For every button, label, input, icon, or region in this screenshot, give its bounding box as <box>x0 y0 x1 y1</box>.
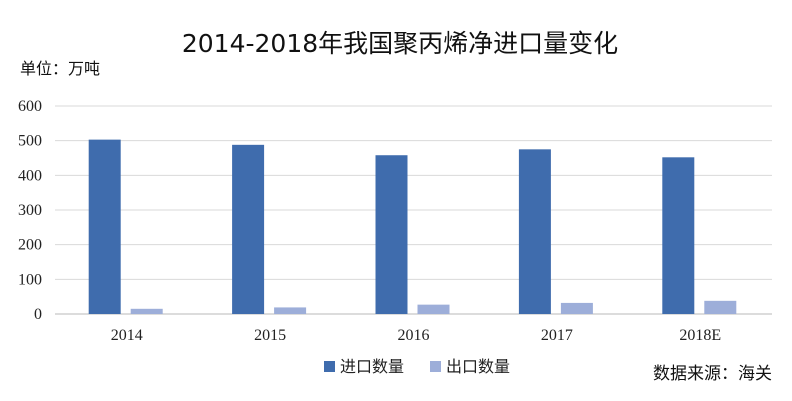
export-bar <box>417 304 450 314</box>
x-tick-label: 2017 <box>541 327 573 344</box>
export-bar <box>130 308 163 314</box>
gridlines <box>55 105 772 315</box>
x-tick-label: 2015 <box>254 327 286 344</box>
export-bar <box>560 302 593 314</box>
import-bar <box>375 155 408 314</box>
chart-title: 2014-2018年我国聚丙烯净进口量变化 <box>182 29 618 58</box>
legend-label: 进口数量 <box>340 357 404 376</box>
legend-swatch <box>324 361 335 372</box>
y-axis-ticks: 0 100 200 300 400 500 600 <box>18 98 42 323</box>
y-tick-label: 600 <box>18 98 42 115</box>
y-tick-label: 400 <box>18 167 42 184</box>
legend: 进口数量 出口数量 <box>324 357 510 376</box>
y-tick-label: 300 <box>18 202 42 219</box>
legend-swatch <box>430 361 441 372</box>
import-bar <box>518 149 551 314</box>
x-axis-ticks: 2014 2015 2016 2017 2018E <box>111 327 721 344</box>
y-tick-label: 0 <box>34 306 42 323</box>
export-bar <box>274 307 307 314</box>
y-tick-label: 500 <box>18 133 42 150</box>
export-bar <box>704 300 737 314</box>
y-tick-label: 100 <box>18 271 42 288</box>
x-tick-label: 2014 <box>111 327 143 344</box>
import-bar <box>88 139 121 314</box>
import-bar <box>662 157 695 314</box>
y-tick-label: 200 <box>18 237 42 254</box>
bars <box>88 139 737 314</box>
x-tick-label: 2016 <box>398 327 430 344</box>
legend-label: 出口数量 <box>446 357 510 376</box>
import-bar <box>232 144 265 314</box>
unit-label: 单位：万吨 <box>20 59 100 78</box>
source-note: 数据来源：海关 <box>653 364 772 384</box>
x-tick-label: 2018E <box>679 327 721 344</box>
